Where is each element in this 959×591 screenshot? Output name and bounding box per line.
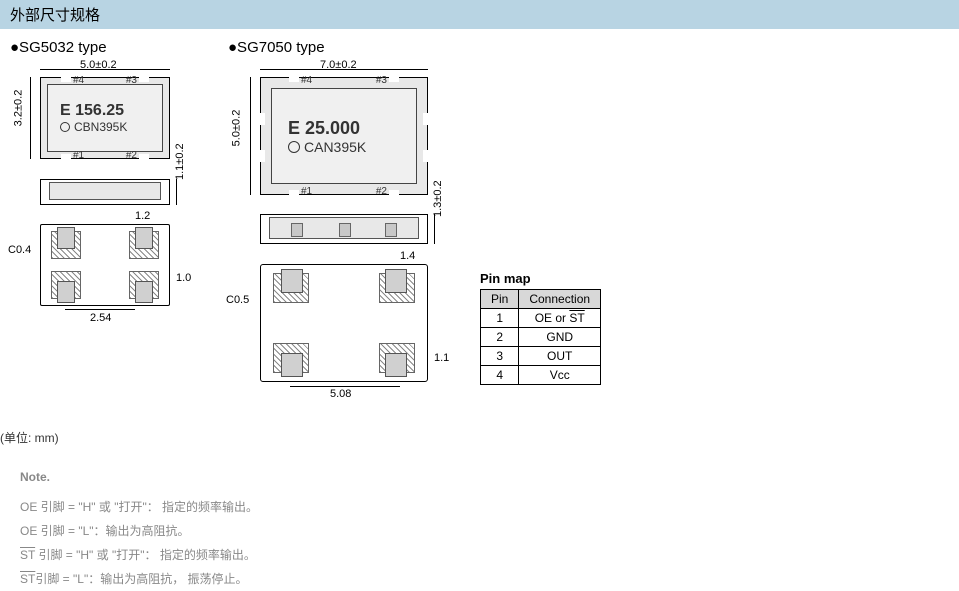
note-title: Note. xyxy=(20,465,258,489)
pin2-label: #2 xyxy=(376,186,387,197)
notes-section: Note. OE 引脚 = "H" 或 "打开"： 指定的频率输出。OE 引脚 … xyxy=(20,465,258,591)
dim-height: 5.0±0.2 xyxy=(230,110,242,147)
pitch: 2.54 xyxy=(90,312,111,324)
sg7050-side-view: 1.3±0.2 xyxy=(260,214,428,244)
sg5032-label: ●SG5032 type xyxy=(10,39,107,56)
section-header: 外部尺寸规格 xyxy=(0,0,959,29)
pin3-label: #3 xyxy=(126,75,137,86)
side-height: 1.3±0.2 xyxy=(432,180,444,217)
header-title: 外部尺寸规格 xyxy=(10,7,100,24)
pin1-label: #1 xyxy=(301,186,312,197)
pin4-label: #4 xyxy=(301,75,312,86)
table-row: 4Vcc xyxy=(481,366,601,385)
freq-text: E 25.000 xyxy=(288,118,416,139)
table-row: 3OUT xyxy=(481,347,601,366)
sg7050-top-view: 7.0±0.2 E 25.000 CAN395K #4 #3 #1 #2 5.0 xyxy=(260,77,428,195)
pad-w: 1.4 xyxy=(400,250,415,262)
note-line: ST 引脚 = "H" 或 "打开"： 指定的频率输出。 xyxy=(20,543,258,567)
pin-map-table: Pin Connection 1OE or ST2GND3OUT4Vcc xyxy=(480,289,601,385)
orientation-mark xyxy=(288,141,300,153)
freq-text: E 156.25 xyxy=(60,102,162,120)
chamfer: C0.5 xyxy=(226,294,249,306)
side-height: 1.1±0.2 xyxy=(174,143,186,180)
pin4-label: #4 xyxy=(73,75,84,86)
pad-w: 1.2 xyxy=(135,210,150,222)
unit-label: (单位: mm) xyxy=(0,429,59,446)
pin3-label: #3 xyxy=(376,75,387,86)
code-text: CBN395K xyxy=(74,120,127,134)
sg5032-bottom-view: 1.2 C0.4 1.0 2.54 xyxy=(40,224,170,306)
orientation-mark xyxy=(60,122,70,132)
sg7050-label: ●SG7050 type xyxy=(228,39,325,56)
pad-h: 1.1 xyxy=(434,352,449,364)
sg5032-top-view: 5.0±0.2 E 156.25 CBN395K #4 #3 #1 #2 3.2… xyxy=(40,77,170,159)
pin1-label: #1 xyxy=(73,150,84,161)
note-line: OE 引脚 = "L"：输出为高阻抗。 xyxy=(20,519,258,543)
dim-height: 3.2±0.2 xyxy=(12,90,24,127)
pitch: 5.08 xyxy=(330,388,351,400)
pin2-label: #2 xyxy=(126,150,137,161)
th-conn: Connection xyxy=(519,290,601,309)
sg5032-side-view: 1.1±0.2 xyxy=(40,179,170,205)
content-area: ●SG5032 type 5.0±0.2 E 156.25 CBN395K #4… xyxy=(0,29,959,57)
pad-h: 1.0 xyxy=(176,272,191,284)
pinmap-title: Pin map xyxy=(480,271,531,286)
code-text: CAN395K xyxy=(304,139,366,155)
table-row: 2GND xyxy=(481,328,601,347)
note-line: OE 引脚 = "H" 或 "打开"： 指定的频率输出。 xyxy=(20,495,258,519)
table-row: 1OE or ST xyxy=(481,309,601,328)
th-pin: Pin xyxy=(481,290,519,309)
sg7050-bottom-view: 1.4 C0.5 1.1 5.08 xyxy=(260,264,428,382)
chamfer: C0.4 xyxy=(8,244,31,256)
note-line: ST引脚 = "L"：输出为高阻抗， 振荡停止。 xyxy=(20,567,258,591)
